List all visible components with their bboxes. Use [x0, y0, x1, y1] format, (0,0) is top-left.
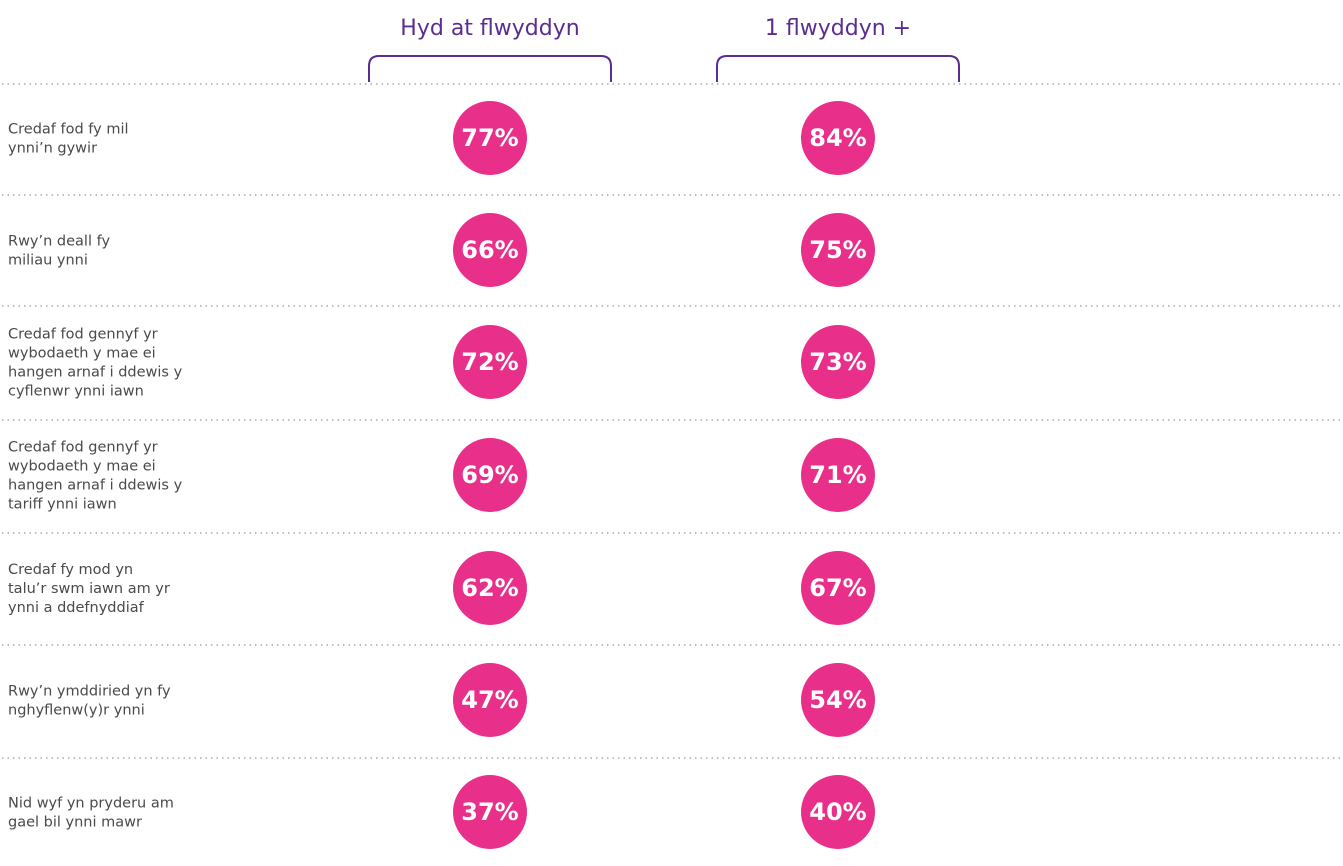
row-label-line: tariff ynni iawn	[8, 497, 117, 513]
row-label-line: Rwy’n deall fy	[8, 234, 110, 250]
row-label-line: cyflenwr ynni iawn	[8, 384, 144, 400]
row-label-line: hangen arnaf i ddewis y	[8, 478, 183, 494]
row-label-line: Credaf fy mod yn	[8, 562, 133, 578]
value-circle	[453, 101, 527, 175]
row-label: Credaf fod fy mil ynni’n gywir	[8, 122, 129, 157]
row-label-line: wybodaeth y mae ei	[8, 459, 156, 475]
row-label-line: talu’r swm iawn am yr	[8, 581, 170, 597]
value-circle	[801, 325, 875, 399]
column-bracket	[716, 55, 960, 82]
value-circle	[453, 438, 527, 512]
row-label: Credaf fod gennyf yr wybodaeth y mae ei ha…	[8, 440, 183, 513]
row-label-line: Credaf fod fy mil	[8, 122, 129, 138]
row-label-line: ynni a ddefnyddiaf	[8, 600, 145, 616]
value-text: 40%	[809, 798, 866, 826]
value-text: 66%	[461, 236, 518, 264]
row-label-line: Rwy’n ymddiried yn fy	[8, 684, 171, 700]
value-circle	[801, 551, 875, 625]
column-header: Hyd at flwyddyn	[400, 16, 579, 41]
value-text: 37%	[461, 798, 518, 826]
value-circle	[453, 325, 527, 399]
column-bracket	[368, 55, 612, 82]
row-label-line: nghyflenw(y)r ynni	[8, 703, 145, 719]
row-label: Credaf fy mod yn talu’r swm iawn am yr ynn…	[8, 562, 170, 616]
value-circle	[453, 663, 527, 737]
row-label: Rwy’n deall fy miliau ynni	[8, 234, 110, 269]
value-circle	[801, 438, 875, 512]
value-circle	[453, 551, 527, 625]
value-circle	[801, 775, 875, 849]
row-label-line: miliau ynni	[8, 253, 88, 269]
row-label-line: wybodaeth y mae ei	[8, 346, 156, 362]
value-circle	[453, 775, 527, 849]
value-circle	[801, 213, 875, 287]
row-label: Credaf fod gennyf yr wybodaeth y mae ei ha…	[8, 327, 183, 400]
column-header: 1 flwyddyn +	[765, 16, 911, 41]
value-text: 75%	[809, 236, 866, 264]
value-text: 69%	[461, 461, 518, 489]
row-label: Nid wyf yn pryderu am gael bil ynni mawr	[8, 796, 174, 831]
value-text: 71%	[809, 461, 866, 489]
value-text: 62%	[461, 574, 518, 602]
row-label-line: hangen arnaf i ddewis y	[8, 365, 183, 381]
row-label: Rwy’n ymddiried yn fy nghyflenw(y)r ynni	[8, 684, 171, 719]
value-text: 54%	[809, 686, 866, 714]
value-text: 67%	[809, 574, 866, 602]
value-circle	[801, 663, 875, 737]
value-text: 47%	[461, 686, 518, 714]
row-label-line: ynni’n gywir	[8, 141, 97, 157]
value-text: 84%	[809, 124, 866, 152]
value-text: 77%	[461, 124, 518, 152]
row-label-line: Nid wyf yn pryderu am	[8, 796, 174, 812]
value-text: 73%	[809, 348, 866, 376]
row-label-line: Credaf fod gennyf yr	[8, 440, 158, 456]
row-label-line: gael bil ynni mawr	[8, 815, 142, 831]
value-circle	[801, 101, 875, 175]
value-circle	[453, 213, 527, 287]
row-label-line: Credaf fod gennyf yr	[8, 327, 158, 343]
value-text: 72%	[461, 348, 518, 376]
